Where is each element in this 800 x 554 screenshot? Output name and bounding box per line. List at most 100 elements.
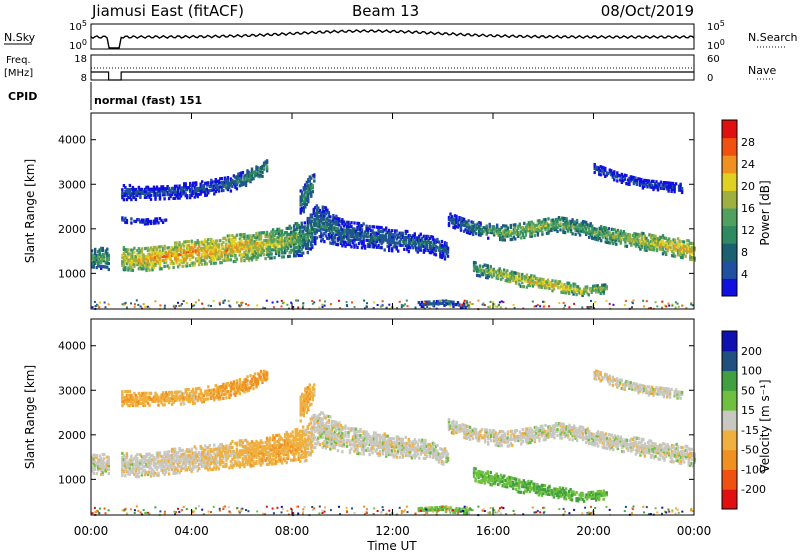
power-cell <box>103 259 106 263</box>
power-speckle <box>487 306 490 308</box>
power-cell <box>184 182 187 186</box>
power-cell <box>649 243 653 247</box>
power-cell <box>181 260 184 264</box>
power-cell <box>306 230 309 235</box>
power-cell <box>261 241 264 245</box>
power-cell <box>299 241 302 245</box>
power-cell <box>602 291 605 295</box>
power-speckle <box>661 300 664 303</box>
velocity-cell <box>198 463 201 467</box>
power-cell <box>345 226 349 230</box>
power-cell <box>122 192 126 196</box>
power-speckle <box>691 304 694 307</box>
power-cell <box>243 240 246 245</box>
power-cell <box>383 234 386 238</box>
velocity-cell <box>291 452 294 456</box>
velocity-cell <box>219 455 222 459</box>
power-cell <box>360 234 364 238</box>
power-cell <box>559 224 562 228</box>
power-cell <box>301 202 304 206</box>
power-cell <box>632 182 636 186</box>
power-cell <box>664 183 667 187</box>
power-speckle <box>363 307 366 310</box>
velocity-cell <box>121 461 124 466</box>
power-speckle <box>649 307 652 309</box>
power-cell <box>249 176 252 180</box>
power-cell <box>474 224 478 228</box>
velocity-cell <box>288 434 291 438</box>
velocity-cell <box>214 447 217 451</box>
power-speckle <box>175 305 177 308</box>
power-cell <box>192 191 195 195</box>
velocity-cell <box>235 455 239 459</box>
power-cell <box>351 231 355 235</box>
power-cell <box>533 282 536 286</box>
power-cell <box>509 272 512 276</box>
power-cell <box>246 252 249 256</box>
power-cell <box>216 255 219 259</box>
power-cell <box>302 251 305 255</box>
velocity-cell <box>175 471 178 475</box>
power-speckle <box>654 301 657 304</box>
power-cell <box>279 237 282 241</box>
power-cell <box>297 245 300 250</box>
velocity-cell <box>134 470 138 475</box>
power-cell <box>515 233 518 237</box>
power-cell <box>178 194 181 198</box>
power-cell <box>261 243 264 247</box>
power-cell <box>247 172 251 176</box>
power-cell <box>360 246 364 250</box>
velocity-cell <box>176 465 180 469</box>
power-cell <box>273 238 276 242</box>
power-cell <box>97 254 100 258</box>
power-cell <box>450 219 454 223</box>
power-cell <box>125 190 129 194</box>
power-cell <box>198 242 201 247</box>
power-cell <box>198 255 201 259</box>
velocity-cell <box>271 448 275 452</box>
velocity-cell <box>164 462 168 466</box>
power-cell <box>131 191 135 196</box>
power-cell <box>327 233 331 237</box>
power-cell <box>172 253 175 257</box>
power-cell <box>395 245 398 249</box>
power-cell <box>106 259 109 263</box>
power-cell <box>235 177 239 181</box>
power-cell <box>179 260 183 265</box>
power-speckle <box>222 302 225 304</box>
power-cell <box>519 284 522 288</box>
power-cell <box>240 235 243 239</box>
velocity-cell <box>258 459 261 463</box>
power-cell <box>669 245 672 249</box>
power-cell <box>130 187 133 192</box>
power-cell <box>158 187 162 191</box>
velocity-cell <box>136 461 139 465</box>
power-cell <box>518 278 521 282</box>
velocity-cell <box>241 441 245 445</box>
power-cell <box>528 276 532 280</box>
power-cell <box>624 244 627 248</box>
power-cell <box>522 285 525 289</box>
power-cell <box>353 229 356 233</box>
power-cell <box>304 197 307 201</box>
power-cell <box>204 262 207 266</box>
power-cell <box>320 213 323 217</box>
power-cell <box>140 220 144 224</box>
power-cell <box>312 207 315 211</box>
velocity-cell <box>173 449 177 453</box>
velocity-cell <box>285 445 288 449</box>
velocity-cell <box>265 462 269 466</box>
power-cell <box>388 228 391 232</box>
power-cell <box>505 232 508 236</box>
velocity-cell <box>271 444 275 448</box>
power-cell <box>161 220 165 224</box>
power-cell <box>131 258 135 262</box>
power-cell <box>563 223 567 227</box>
power-cell <box>417 301 420 305</box>
power-cell <box>268 236 272 240</box>
velocity-cell <box>287 452 290 457</box>
power-cell <box>265 250 269 254</box>
power-cell <box>477 274 480 278</box>
velocity-cell <box>176 459 180 463</box>
velocity-cell <box>178 459 181 463</box>
